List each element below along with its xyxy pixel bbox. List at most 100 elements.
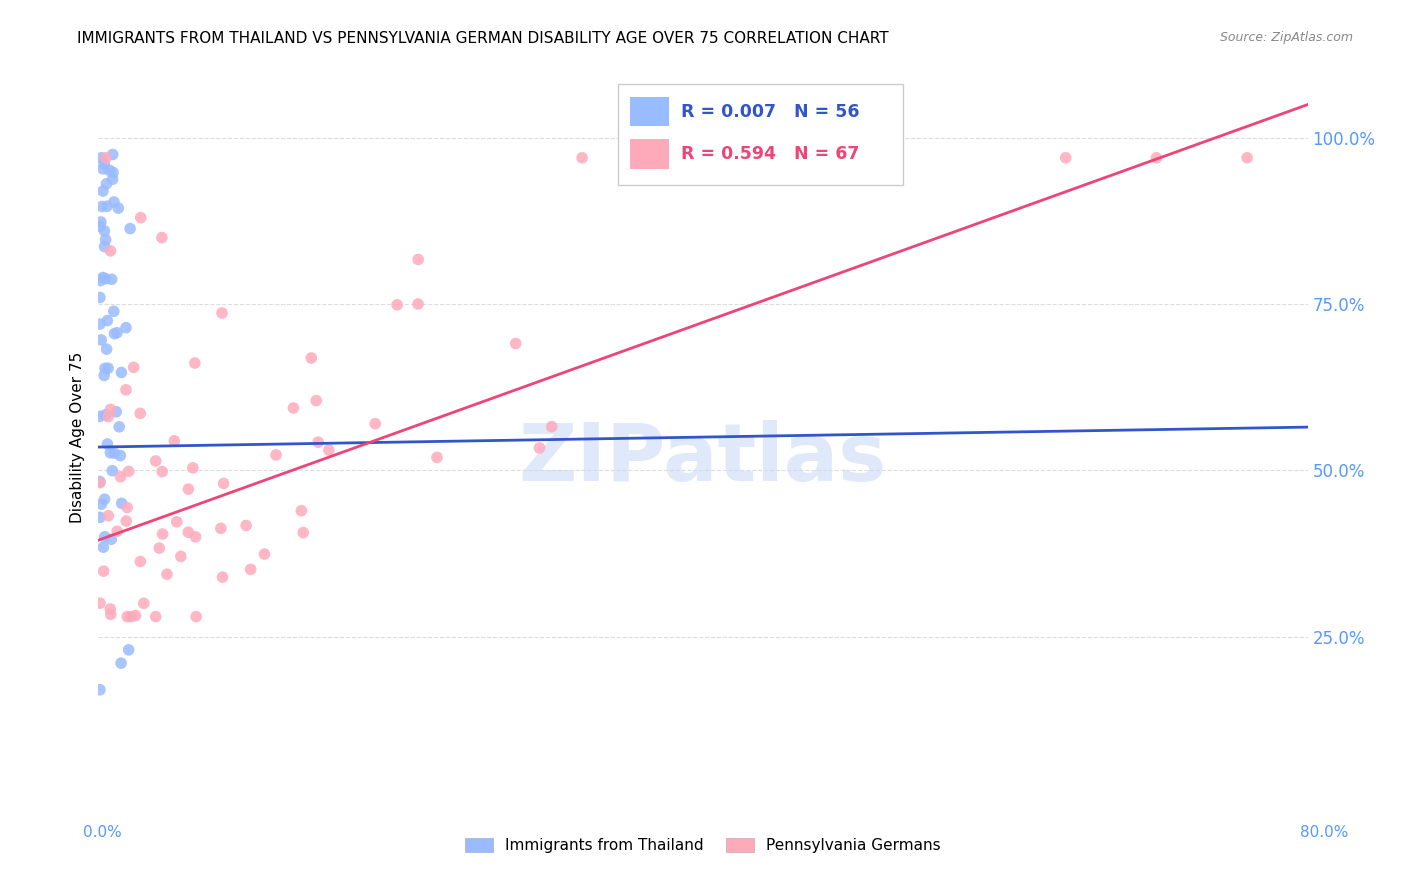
Point xyxy=(110,449,132,463)
Point xyxy=(115,320,138,334)
Point xyxy=(305,393,328,408)
Point xyxy=(90,497,112,511)
Text: IMMIGRANTS FROM THAILAND VS PENNSYLVANIA GERMAN DISABILITY AGE OVER 75 CORRELATI: IMMIGRANTS FROM THAILAND VS PENNSYLVANIA… xyxy=(77,31,889,46)
Point xyxy=(211,306,233,320)
Point xyxy=(96,437,118,451)
Point xyxy=(89,682,111,697)
Text: 80.0%: 80.0% xyxy=(1301,825,1348,840)
Point xyxy=(105,524,128,539)
Point xyxy=(103,194,125,209)
Point xyxy=(177,482,200,496)
Point xyxy=(91,200,114,214)
Y-axis label: Disability Age Over 75: Disability Age Over 75 xyxy=(70,351,86,523)
Point xyxy=(211,570,233,584)
Point xyxy=(115,514,138,528)
Point xyxy=(96,313,118,327)
Point xyxy=(406,252,429,267)
Point xyxy=(529,441,551,455)
Point xyxy=(118,643,141,657)
Point xyxy=(209,521,232,535)
Point xyxy=(91,161,114,176)
Point xyxy=(89,274,111,288)
Point xyxy=(1144,151,1167,165)
Point xyxy=(97,361,120,376)
Point xyxy=(1236,151,1258,165)
Bar xyxy=(630,97,669,127)
Point xyxy=(235,518,257,533)
Point xyxy=(120,609,142,624)
Point xyxy=(145,454,167,468)
Point xyxy=(100,244,122,258)
Point xyxy=(253,547,276,561)
Point xyxy=(100,533,122,547)
Point xyxy=(105,405,128,419)
Point xyxy=(129,211,152,225)
Point xyxy=(292,525,315,540)
Point xyxy=(93,368,115,383)
Point xyxy=(364,417,387,431)
Point xyxy=(124,608,146,623)
Point xyxy=(177,525,200,540)
Text: R = 0.007   N = 56: R = 0.007 N = 56 xyxy=(682,103,859,120)
Point xyxy=(110,656,132,670)
Point xyxy=(150,465,173,479)
Point xyxy=(94,408,117,422)
Point xyxy=(103,304,125,318)
Point xyxy=(115,500,138,515)
Point xyxy=(156,567,179,582)
Point xyxy=(98,446,121,460)
Point xyxy=(100,272,122,286)
Point xyxy=(93,224,115,238)
Point xyxy=(103,446,125,460)
Point xyxy=(100,607,122,622)
Point xyxy=(505,336,527,351)
Point xyxy=(145,609,167,624)
Point xyxy=(91,270,114,285)
Point xyxy=(89,317,111,331)
Point xyxy=(107,201,129,215)
Point xyxy=(148,541,170,555)
Point xyxy=(385,298,408,312)
Point xyxy=(94,151,117,165)
Point xyxy=(94,272,117,286)
Point xyxy=(105,326,128,340)
Point xyxy=(239,562,262,576)
Point xyxy=(129,406,152,420)
FancyBboxPatch shape xyxy=(619,84,903,185)
Point xyxy=(117,609,139,624)
Point xyxy=(166,515,188,529)
Point xyxy=(93,157,115,171)
Point xyxy=(90,151,112,165)
Point xyxy=(307,435,329,450)
Point xyxy=(184,530,207,544)
Text: 0.0%: 0.0% xyxy=(83,825,122,840)
Point xyxy=(318,443,340,458)
Point xyxy=(101,147,124,161)
Point xyxy=(122,360,145,375)
Point xyxy=(1054,151,1077,165)
Point xyxy=(93,564,115,578)
Point xyxy=(101,172,124,186)
Point xyxy=(93,492,115,507)
Point xyxy=(100,402,122,417)
Point xyxy=(132,596,155,610)
Point xyxy=(110,469,132,483)
Point xyxy=(101,165,124,179)
Text: Source: ZipAtlas.com: Source: ZipAtlas.com xyxy=(1219,31,1353,45)
Point xyxy=(96,177,118,191)
Point xyxy=(90,333,112,347)
Point xyxy=(98,163,121,178)
Point xyxy=(89,219,111,234)
Point xyxy=(89,596,111,610)
Point xyxy=(93,540,115,554)
Point xyxy=(111,496,134,510)
Point xyxy=(163,434,186,448)
Point xyxy=(150,230,173,244)
Point xyxy=(118,464,141,478)
Point xyxy=(94,530,117,544)
Bar xyxy=(630,139,669,169)
Point xyxy=(186,609,208,624)
Point xyxy=(299,351,322,365)
Point xyxy=(120,221,142,235)
Point xyxy=(115,383,138,397)
